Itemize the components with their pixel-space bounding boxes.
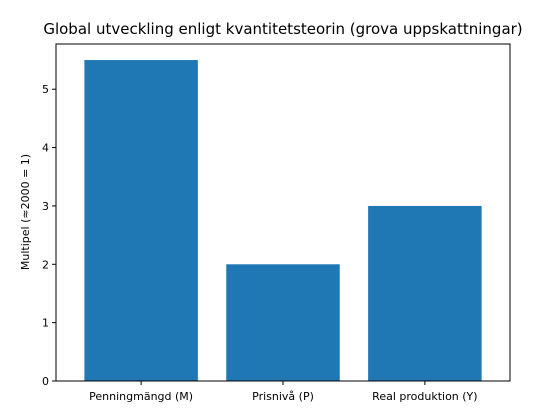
bar xyxy=(226,264,340,381)
x-tick-label: Prisnivå (P) xyxy=(252,390,314,403)
plot-frame xyxy=(55,43,511,382)
chart-title: Global utveckling enligt kvantitetsteori… xyxy=(43,20,522,38)
bars-group xyxy=(84,60,482,382)
y-tick-label: 0 xyxy=(42,375,49,388)
y-tick-label: 3 xyxy=(42,200,49,213)
x-ticks-group: Penningmängd (M) Prisnivå (P) Real produkt… xyxy=(89,381,478,403)
x-tick-label: Real produktion (Y) xyxy=(372,390,477,403)
y-tick-label: 2 xyxy=(42,258,49,271)
x-tick-label: Penningmängd (M) xyxy=(89,390,193,403)
y-tick-label: 1 xyxy=(42,317,49,330)
y-axis-label: Multipel (≈2000 = 1) xyxy=(19,154,32,270)
y-ticks-group: 0 1 2 3 4 5 xyxy=(42,83,56,388)
y-tick-label: 4 xyxy=(42,142,49,155)
y-tick-label: 5 xyxy=(42,83,49,96)
bar xyxy=(84,60,198,382)
bar xyxy=(368,205,482,381)
